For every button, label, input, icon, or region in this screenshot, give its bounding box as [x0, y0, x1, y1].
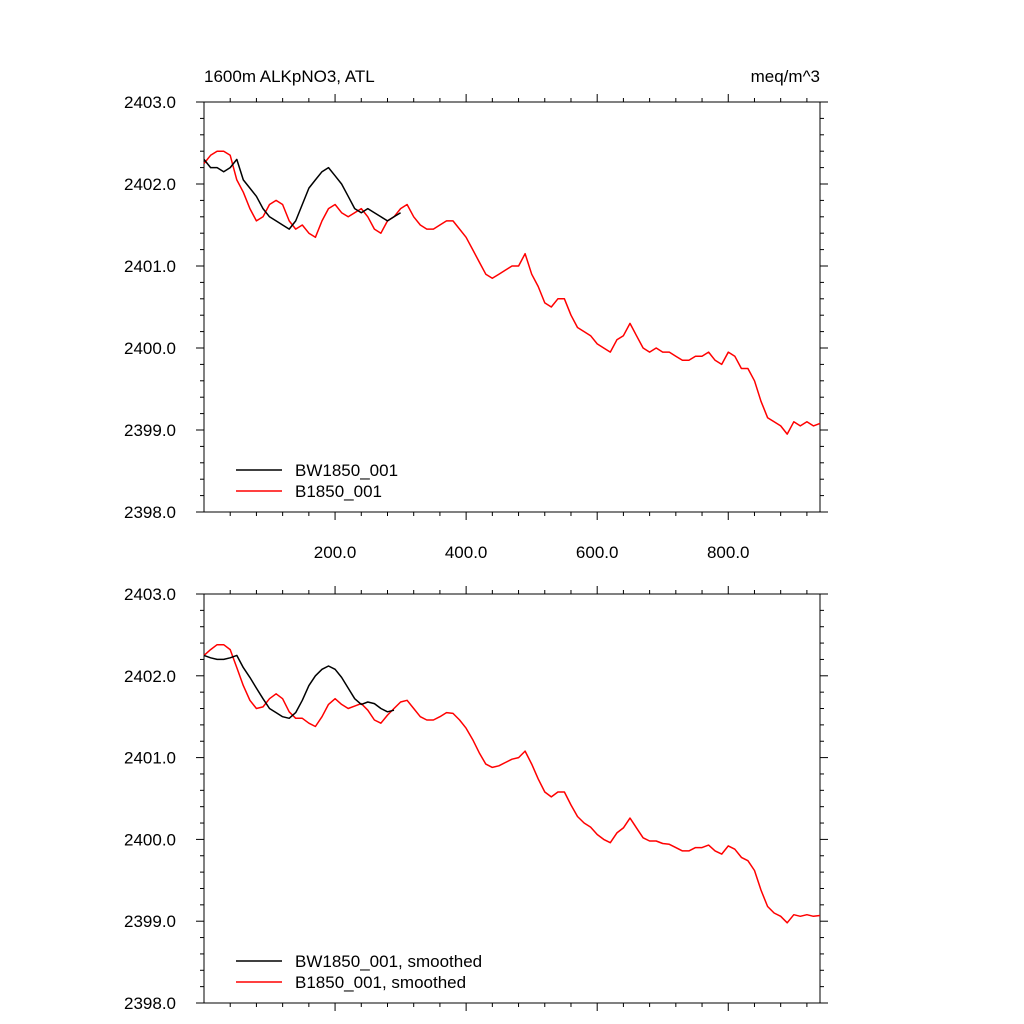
top-x-tick-label: 200.0 — [314, 543, 357, 562]
top-plot-frame — [203, 101, 821, 513]
top-series-line-b1850 — [203, 150, 821, 435]
bottom-legend-label-bw1850: BW1850_001, smoothed — [295, 952, 482, 971]
bottom-series-lines — [203, 643, 821, 924]
top-y-tick-label: 2402.0 — [124, 175, 176, 194]
bottom-y-tick-label: 2401.0 — [124, 749, 176, 768]
top-x-tick-label: 600.0 — [576, 543, 619, 562]
bottom-y-tick-label: 2402.0 — [124, 667, 176, 686]
top-x-tick-label: 800.0 — [707, 543, 750, 562]
top-y-tick-label: 2400.0 — [124, 339, 176, 358]
bottom-series-line-b1850 — [203, 643, 821, 924]
top-axis-ticks — [196, 94, 828, 520]
top-legend-label-bw1850: BW1850_001 — [295, 461, 398, 480]
top-y-tick-label: 2401.0 — [124, 257, 176, 276]
bottom-series-line-bw1850 — [203, 654, 395, 720]
top-series-lines — [203, 150, 821, 435]
bottom-axis-tick-labels: 2398.0 2399.0 2400.0 2401.0 2402.0 2403.0 — [124, 585, 176, 1013]
bottom-y-tick-label: 2400.0 — [124, 830, 176, 849]
top-series-line-bw1850 — [203, 158, 401, 230]
bottom-axis-ticks — [196, 586, 828, 1011]
top-y-tick-label: 2403.0 — [124, 93, 176, 112]
top-chart-title-right: meq/m^3 — [751, 67, 820, 86]
bottom-legend-label-b1850: B1850_001, smoothed — [295, 973, 466, 992]
top-chart-panel: 1600m ALKpNO3, ATL meq/m^3 2398.02399.02… — [124, 67, 828, 562]
bottom-y-tick-label: 2403.0 — [124, 585, 176, 604]
bottom-chart-panel: 2398.0 2399.0 2400.0 2401.0 2402.0 2403.0 BW1… — [124, 585, 828, 1013]
top-legend-label-b1850: B1850_001 — [295, 482, 382, 501]
bottom-legend: BW1850_001, smoothed B1850_001, smoothed — [236, 952, 482, 992]
bottom-y-tick-label: 2399.0 — [124, 912, 176, 931]
bottom-plot-frame — [203, 593, 821, 1004]
top-x-tick-label: 400.0 — [445, 543, 488, 562]
top-y-tick-label: 2399.0 — [124, 421, 176, 440]
bottom-y-tick-label: 2398.0 — [124, 994, 176, 1013]
top-chart-title-left: 1600m ALKpNO3, ATL — [204, 67, 375, 86]
top-axis-tick-labels: 2398.0 2399.0 2400.0 2401.0 2402.0 2403.0 200.… — [124, 93, 750, 562]
top-legend: BW1850_001 B1850_001 — [236, 461, 398, 501]
top-y-tick-label: 2398.0 — [124, 503, 176, 522]
